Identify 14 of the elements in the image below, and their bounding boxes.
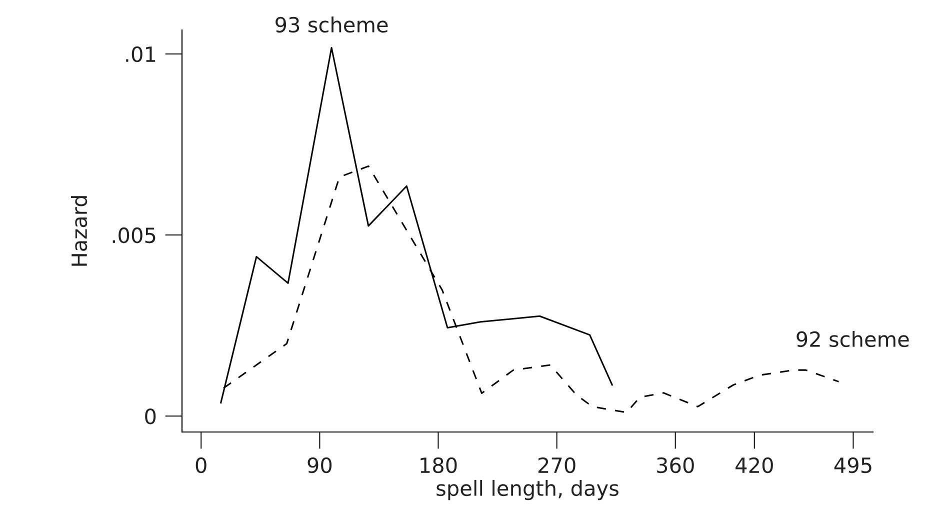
x-tick-label: 180	[420, 457, 457, 474]
x-axis-title: spell length, days	[436, 480, 618, 500]
y-tick-label: .005	[112, 227, 156, 244]
x-tick-label: 0	[196, 457, 206, 474]
x-tick-label: 420	[736, 457, 773, 474]
x-tick-label: 360	[657, 457, 694, 474]
series-label: 92 scheme	[796, 330, 909, 348]
y-tick-label: 0	[145, 408, 156, 424]
y-tick-label: .01	[126, 46, 156, 62]
x-tick-label: 495	[834, 457, 872, 474]
x-tick-label: 270	[538, 457, 576, 474]
series-label: 93 scheme	[276, 16, 388, 33]
x-tick-label: 90	[308, 457, 332, 474]
y-axis-title: Hazard	[71, 196, 88, 266]
